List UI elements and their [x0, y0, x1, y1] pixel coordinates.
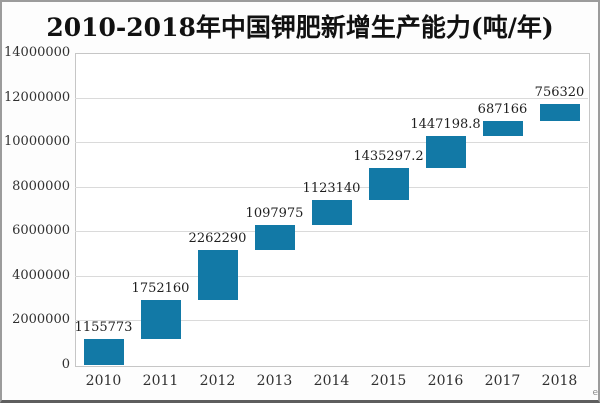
bar-2010 — [83, 339, 124, 365]
y-tick-label: 14000000 — [4, 45, 71, 60]
y-tick-label: 10000000 — [4, 134, 71, 150]
gridline — [75, 142, 588, 144]
chart-title: 2010-2018年中国钾肥新增生产能力(吨/年) — [46, 13, 554, 42]
watermark-glyph: e — [592, 388, 598, 398]
x-tick-label-2015: 2015 — [370, 373, 407, 389]
gridline — [75, 186, 588, 188]
bar-value-label-2018: 756320 — [534, 84, 585, 100]
bar-2015 — [368, 168, 409, 201]
bar-value-label-2015: 1435297.2 — [353, 149, 424, 165]
gridline — [75, 320, 588, 322]
x-tick-label-2014: 2014 — [313, 373, 350, 389]
bar-2016 — [425, 136, 466, 169]
bar-2013 — [254, 225, 295, 250]
y-tick-label: 6000000 — [12, 223, 70, 239]
x-tick-label-2013: 2013 — [256, 373, 293, 389]
x-tick-label-2011: 2011 — [142, 373, 179, 389]
bar-2011 — [140, 300, 181, 340]
bar-value-label-2017: 687166 — [477, 101, 528, 117]
bar-2012 — [197, 249, 238, 301]
x-tick-label-2018: 2018 — [541, 373, 578, 389]
gridline — [75, 231, 588, 233]
x-tick-label-2017: 2017 — [484, 373, 521, 389]
y-tick-label: 0 — [61, 357, 70, 372]
bar-2017 — [482, 120, 523, 137]
y-tick-label: 12000000 — [4, 89, 71, 105]
bar-value-label-2014: 1123140 — [302, 181, 361, 197]
y-tick-label: 2000000 — [12, 312, 70, 328]
bar-value-label-2016: 1447198.8 — [410, 117, 481, 133]
y-tick-label: 4000000 — [12, 267, 70, 283]
x-tick-label-2016: 2016 — [427, 373, 464, 389]
bar-2018 — [539, 103, 580, 121]
gridline — [75, 275, 588, 277]
gridline — [75, 97, 588, 99]
bar-value-label-2011: 1752160 — [131, 281, 190, 297]
y-tick-label: 8000000 — [12, 178, 70, 194]
bar-value-label-2012: 2262290 — [188, 230, 247, 246]
bar-2014 — [311, 200, 352, 226]
x-tick-label-2010: 2010 — [85, 373, 122, 389]
bar-value-label-2010: 1155773 — [74, 320, 133, 336]
x-tick-label-2012: 2012 — [199, 373, 236, 389]
bar-value-label-2013: 1097975 — [245, 206, 304, 222]
